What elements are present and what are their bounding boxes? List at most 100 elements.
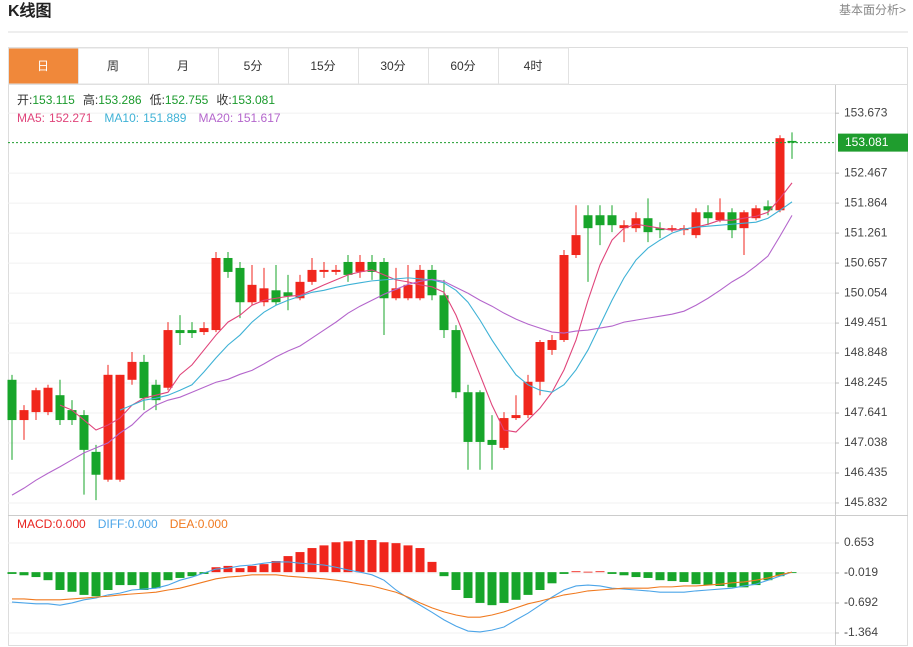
macd-bar xyxy=(343,541,353,573)
y-tick-label: -1.364 xyxy=(844,625,878,639)
candle-body xyxy=(727,212,737,231)
candle-body xyxy=(139,361,149,399)
macd-bar xyxy=(379,542,389,573)
y-tick-label: 153.673 xyxy=(844,105,888,119)
macd-bar xyxy=(679,572,689,582)
macd-bar xyxy=(355,540,365,573)
macd-bar xyxy=(223,565,233,573)
y-tick-label: -0.692 xyxy=(844,595,878,609)
macd-bar xyxy=(175,572,185,578)
candle-body xyxy=(295,281,305,299)
macd-bar xyxy=(739,572,749,588)
macd-bar xyxy=(511,572,521,600)
candle-body xyxy=(115,374,125,480)
candle-body xyxy=(703,212,713,219)
macd-bar xyxy=(79,572,89,595)
macd-bar xyxy=(271,560,281,573)
macd-bar xyxy=(307,548,317,573)
macd-bar xyxy=(703,572,713,586)
candle-body xyxy=(571,235,581,256)
candle-body xyxy=(247,284,257,303)
ohlc-name: 低: xyxy=(150,93,165,107)
ohlc-name: 高: xyxy=(83,92,98,107)
macd-bar xyxy=(619,572,629,576)
candle-body xyxy=(175,330,185,334)
candle-body xyxy=(43,387,53,413)
candle-body xyxy=(343,261,353,275)
tab-label[interactable]: 60分 xyxy=(450,59,475,73)
tab-label[interactable]: 月 xyxy=(177,59,189,73)
macd-bar xyxy=(367,540,377,573)
macd-legend: MACD:0.000 DIFF:0.000 DEA:0.000 xyxy=(17,517,228,531)
tab-bg[interactable] xyxy=(78,47,149,85)
ma-name: MA10: xyxy=(104,111,139,125)
macd-bar xyxy=(295,552,305,573)
candle-body xyxy=(7,379,17,421)
macd-bar xyxy=(31,572,41,578)
candle-body xyxy=(271,290,281,303)
candle-body xyxy=(559,255,569,341)
tab-label[interactable]: 周 xyxy=(107,59,119,73)
macd-bar xyxy=(151,572,161,589)
macd-bar xyxy=(391,543,401,573)
macd-bar xyxy=(727,572,737,588)
macd-series-name: DEA: xyxy=(170,517,198,531)
macd-bar xyxy=(427,561,437,573)
candle-body xyxy=(451,330,461,393)
analysis-link[interactable]: 基本面分析> xyxy=(839,3,906,17)
candle-body xyxy=(583,215,593,229)
macd-bar xyxy=(163,572,173,581)
ohlc-value: 153.115 xyxy=(32,93,75,107)
tab-bg[interactable] xyxy=(288,47,359,85)
y-tick-label: 146.435 xyxy=(844,465,888,479)
candle-body xyxy=(463,392,473,442)
macd-bar xyxy=(259,564,269,573)
macd-bar xyxy=(415,548,425,573)
candle-body xyxy=(67,410,77,421)
tab-label[interactable]: 4时 xyxy=(524,59,543,73)
candle-body xyxy=(211,257,221,331)
macd-bar xyxy=(499,572,509,603)
macd-bar xyxy=(55,572,65,590)
tab-bg[interactable] xyxy=(8,47,79,85)
tab-label[interactable]: 30分 xyxy=(380,59,405,73)
macd-bar xyxy=(463,572,473,599)
macd-bar xyxy=(631,572,641,578)
macd-bar xyxy=(67,572,77,592)
last-price-tag xyxy=(838,133,908,152)
page-title: K线图 xyxy=(8,1,52,20)
candle-body xyxy=(439,295,449,331)
tab-bg[interactable] xyxy=(498,47,569,85)
candle-body xyxy=(619,225,629,229)
y-tick-label: 147.641 xyxy=(844,405,888,419)
y-tick-label: 152.467 xyxy=(844,165,888,179)
candle-body xyxy=(655,228,665,231)
macd-bar xyxy=(115,572,125,586)
tab-label[interactable]: 15分 xyxy=(310,59,335,73)
tab-label[interactable]: 5分 xyxy=(244,59,263,73)
macd-bar xyxy=(655,572,665,581)
macd-bar xyxy=(475,572,485,603)
macd-bar xyxy=(127,572,137,586)
candle-body xyxy=(523,381,533,416)
candle-body xyxy=(535,342,545,382)
candle-body xyxy=(355,261,365,272)
y-tick-label: 149.451 xyxy=(844,315,888,329)
candle-body xyxy=(55,395,65,421)
macd-bar xyxy=(439,572,449,577)
candle-body xyxy=(199,328,209,333)
ohlc-value: 152.755 xyxy=(165,93,209,107)
macd-bar xyxy=(487,572,497,606)
candle-body xyxy=(607,215,617,226)
y-tick-label: -0.019 xyxy=(844,565,878,579)
macd-value: 0.000 xyxy=(56,517,86,531)
candle-body xyxy=(667,228,677,231)
macd-bar xyxy=(691,572,701,585)
macd-name: MACD: xyxy=(17,517,56,531)
macd-bar xyxy=(235,568,245,573)
macd-bar xyxy=(559,572,569,574)
candle-body xyxy=(127,361,137,380)
tab-label[interactable]: 日 xyxy=(37,59,49,73)
